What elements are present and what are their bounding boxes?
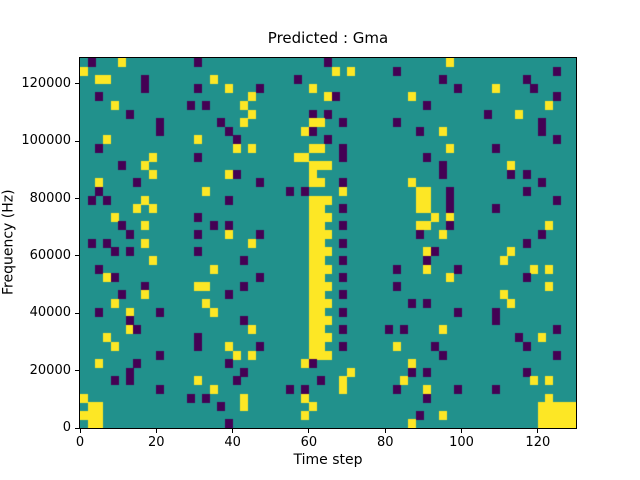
- y-tick: [75, 370, 79, 372]
- x-tick: [232, 429, 234, 433]
- y-tick: [75, 140, 79, 142]
- x-tick: [308, 429, 310, 433]
- y-tick: [75, 427, 79, 429]
- x-tick-label: 100: [449, 435, 474, 450]
- x-tick-label: 40: [224, 435, 241, 450]
- y-tick-label: 0: [62, 420, 71, 435]
- y-tick-label: 20000: [29, 362, 71, 378]
- x-tick-label: 0: [75, 435, 85, 450]
- y-tick: [75, 255, 79, 257]
- plot-area: [79, 57, 577, 429]
- x-tick: [537, 429, 539, 433]
- x-tick: [384, 429, 386, 433]
- x-tick-label: 120: [525, 435, 551, 450]
- y-tick: [75, 198, 79, 200]
- y-tick-label: 40000: [29, 305, 71, 321]
- y-tick: [75, 83, 79, 85]
- x-tick: [155, 429, 157, 433]
- chart-title: Predicted : Gma: [267, 29, 389, 47]
- x-tick: [461, 429, 463, 433]
- x-tick-label: 80: [376, 435, 394, 450]
- x-tick-label: 20: [148, 435, 165, 450]
- y-tick: [75, 312, 79, 314]
- y-tick-label: 100000: [21, 133, 71, 149]
- x-tick: [79, 429, 81, 433]
- x-tick-label: 60: [300, 435, 318, 450]
- heatmap-canvas: [80, 58, 576, 428]
- y-tick-label: 60000: [29, 247, 71, 263]
- y-tick-label: 80000: [29, 190, 71, 206]
- y-tick-label: 120000: [21, 75, 71, 91]
- x-axis-label: Time step: [293, 452, 363, 468]
